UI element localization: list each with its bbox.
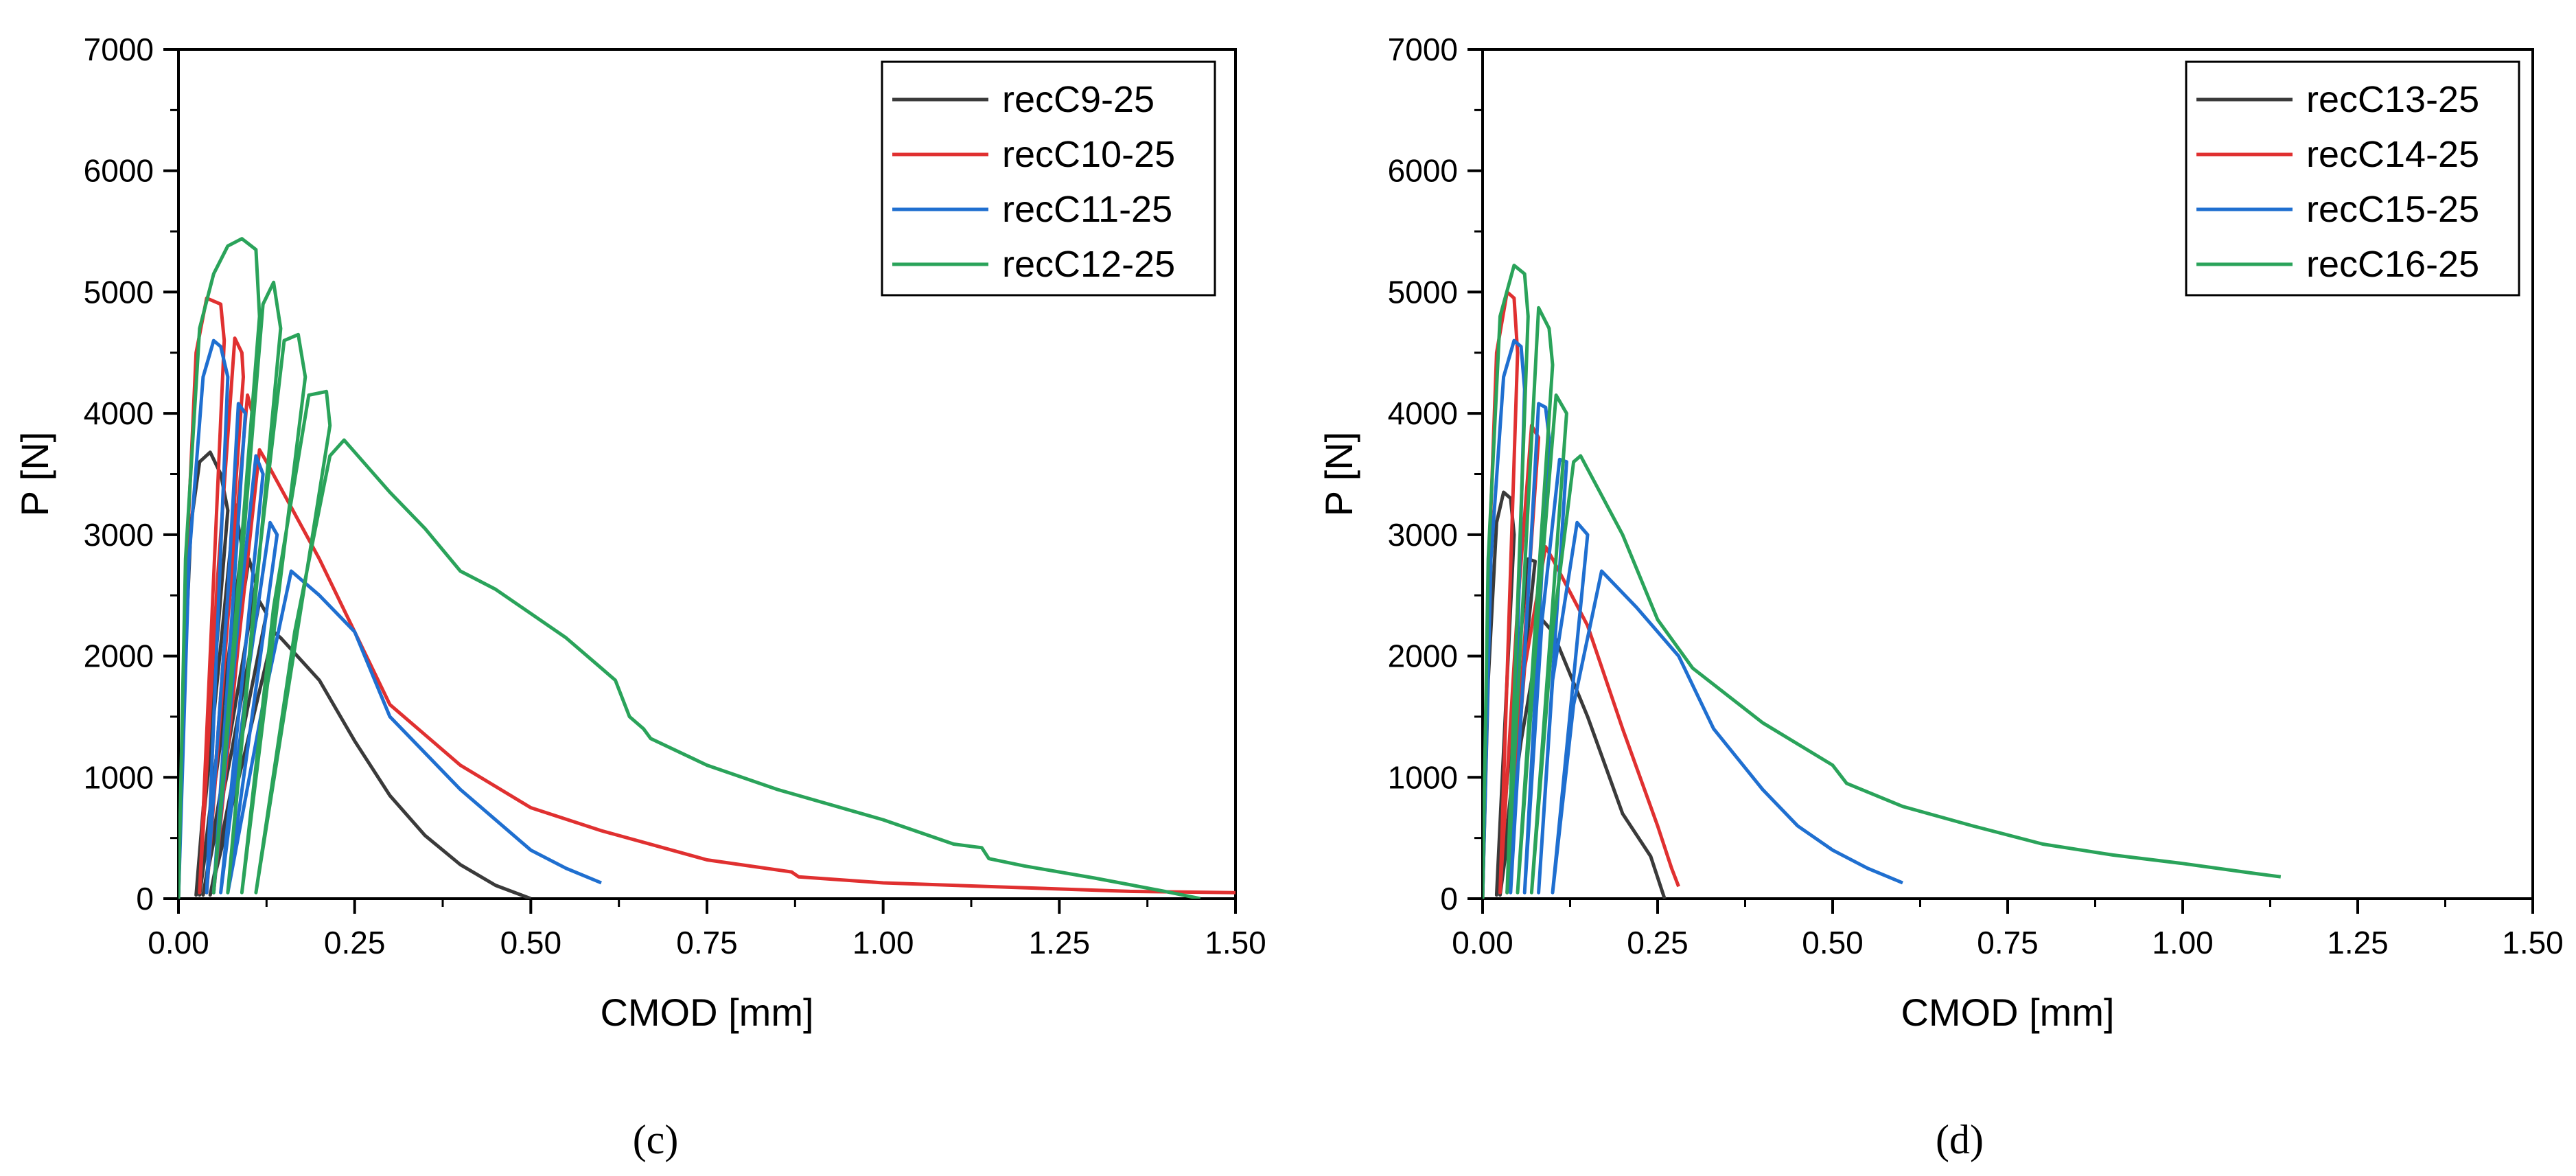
legend-label: recC12-25 (1002, 244, 1175, 285)
y-tick-label: 0 (136, 881, 154, 916)
chart-c: 0.00 0.25 0.50 0.75 1.00 1.25 1.50 0 1000 2000 300… (13, 32, 1266, 1034)
series-line-recC12-25 (178, 237, 1201, 899)
x-tick-label: 0.00 (148, 925, 209, 960)
x-tick-label: 1.00 (2152, 925, 2214, 960)
y-tick-label: 3000 (84, 517, 154, 553)
y-tick-label: 4000 (84, 395, 154, 431)
x-tick-label: 1.00 (852, 925, 914, 960)
x-tick-label: 0.25 (1627, 925, 1689, 960)
x-tick-label: 0.75 (676, 925, 738, 960)
legend-label: recC14-25 (2306, 134, 2479, 175)
y-tick-label: 0 (1440, 881, 1458, 916)
panel-label-d: (d) (1936, 1117, 1984, 1162)
y-tick-label: 6000 (1388, 153, 1458, 189)
x-tick-label: 0.00 (1452, 925, 1513, 960)
legend-label: recC15-25 (2306, 189, 2479, 230)
y-tick-label: 7000 (84, 32, 154, 67)
series-line-recC11-25 (178, 338, 602, 899)
y-tick-label: 4000 (1388, 395, 1458, 431)
series-lines (178, 237, 1235, 899)
y-tick-label: 1000 (1388, 759, 1458, 795)
y-tick-label: 5000 (84, 274, 154, 310)
x-tick-label: 1.25 (2327, 925, 2389, 960)
x-tick-label: 0.50 (500, 925, 562, 960)
x-tick-label: 0.50 (1802, 925, 1864, 960)
panel-label-c: (c) (633, 1117, 679, 1162)
legend-label: recC10-25 (1002, 134, 1175, 175)
legend-label: recC11-25 (1002, 189, 1172, 230)
series-lines (1483, 264, 2282, 899)
legend-label: recC16-25 (2306, 244, 2479, 285)
x-tick-label: 1.25 (1029, 925, 1091, 960)
y-tick-label: 6000 (84, 153, 154, 189)
series-line-recC16-25 (1483, 264, 2282, 899)
x-axis-label: CMOD [mm] (1901, 991, 2114, 1034)
y-tick-label: 2000 (84, 638, 154, 674)
chart-d: 0.00 0.25 0.50 0.75 1.00 1.25 1.50 0 1000 2000 300… (1317, 32, 2564, 1034)
y-tick-label: 3000 (1388, 517, 1458, 553)
series-line-recC10-25 (178, 296, 1235, 899)
x-tick-label: 0.25 (324, 925, 386, 960)
y-tick-label: 7000 (1388, 32, 1458, 67)
x-tick-label: 1.50 (1205, 925, 1266, 960)
x-axis-label: CMOD [mm] (600, 991, 813, 1034)
y-axis-label: P [N] (1317, 432, 1360, 516)
y-tick-label: 1000 (84, 759, 154, 795)
series-line-recC15-25 (1483, 338, 1903, 899)
legend-label: recC13-25 (2306, 79, 2479, 120)
y-axis-label: P [N] (13, 432, 56, 516)
y-tick-label: 2000 (1388, 638, 1458, 674)
x-tick-label: 1.50 (2502, 925, 2564, 960)
legend-label: recC9-25 (1002, 79, 1154, 120)
y-tick-label: 5000 (1388, 274, 1458, 310)
x-tick-label: 0.75 (1977, 925, 2039, 960)
